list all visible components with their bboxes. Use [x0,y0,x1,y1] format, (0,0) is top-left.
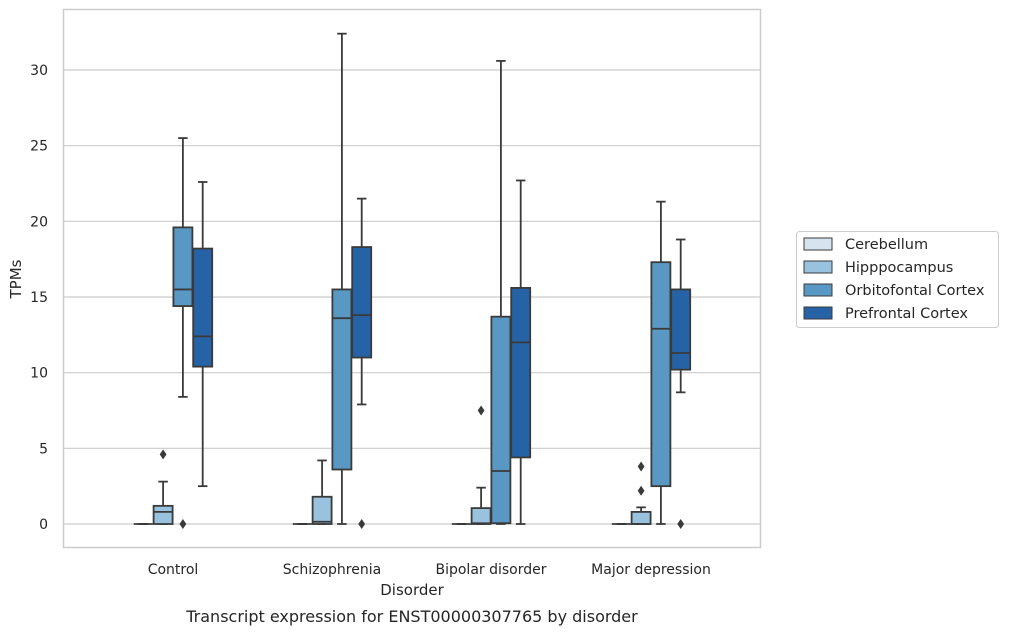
box-body [331,288,353,471]
box-body [650,261,672,488]
legend-label: Orbitofontal Cortex [845,283,985,299]
box [331,32,353,525]
box [670,238,692,529]
box [172,137,194,529]
box-body [490,315,512,525]
outlier-point [159,449,167,460]
x-axis-title: Disorder [380,581,444,599]
outlier-point [179,519,187,529]
legend-swatch [803,237,833,251]
y-tick-label: 20 [30,214,48,230]
legend-swatch [803,306,833,320]
outlier-point [637,485,645,496]
outlier-point [637,461,645,472]
y-tick-label: 15 [30,290,48,306]
y-axis-title: TPMs [7,259,25,299]
series-hipppocampus [152,405,652,525]
y-tick-label: 0 [39,517,48,533]
box-body [510,287,532,459]
x-tick-label: Bipolar disorder [435,562,546,578]
box-body [152,504,174,525]
y-tick-label: 30 [30,63,48,79]
box-body [311,495,333,525]
box-body [630,510,652,525]
legend-label: Hipppocampus [845,260,953,276]
y-tick-labels: 0 5 10 15 20 25 30 [30,63,48,533]
legend-label: Cerebellum [845,237,928,253]
box-body [192,247,214,368]
box [490,60,512,525]
figure-caption: Transcript expression for ENST0000030776… [185,607,638,626]
box-body [351,246,373,359]
box [311,459,333,525]
box [630,461,652,525]
box [152,449,174,525]
box-body [670,288,692,371]
x-tick-label: Schizophrenia [283,562,381,578]
box [650,200,672,525]
legend-swatch [803,283,833,297]
legend-label: Prefrontal Cortex [845,306,968,322]
legend: Cerebellum Hipppocampus Orbitofontal Corte… [796,231,999,328]
x-tick-label: Major depression [591,562,711,578]
box [510,179,532,525]
legend-swatch [803,260,833,274]
outlier-point [677,519,685,529]
series-prefrontal-cortex [192,179,692,529]
outlier-point [358,519,366,529]
plot-frame [62,8,762,549]
legend-frame [796,231,999,328]
x-tick-label: Control [148,562,199,578]
x-tick-labels: Control Schizophrenia Bipolar disorder Majo… [148,562,711,578]
box-body [470,507,492,525]
y-tick-label: 25 [30,139,48,155]
y-tick-label: 10 [30,366,48,382]
box [470,405,492,525]
box [192,181,214,488]
y-tick-label: 5 [39,441,48,457]
series-orbitofontal-cortex [172,32,672,529]
box-body [172,226,194,307]
outlier-point [477,405,485,416]
box-series [133,32,692,529]
box [351,197,373,529]
